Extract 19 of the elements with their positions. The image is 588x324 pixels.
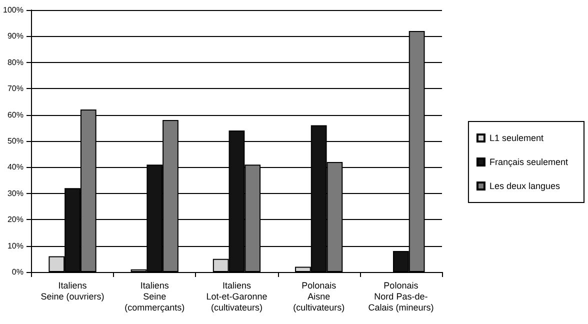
legend-label: Français seulement <box>489 157 568 167</box>
y-tick-label: 50% <box>7 136 24 146</box>
x-tick-label: Italiens Lot-et-Garonne (cultivateurs) <box>206 280 268 312</box>
y-tick-label: 80% <box>7 58 24 67</box>
y-tick-label: 20% <box>7 215 24 224</box>
x-tick-label: Polonais Nord Pas-de- Calais (mineurs) <box>368 280 434 312</box>
x-tick-label: Italiens Seine (ouvriers) <box>40 280 104 302</box>
y-tick-label: 90% <box>7 32 24 41</box>
y-tick-label: 10% <box>7 241 24 250</box>
x-tick-label: Polonais Aisne (cultivateurs) <box>293 280 345 312</box>
y-tick-label: 30% <box>7 188 24 198</box>
y-tick-label: 70% <box>7 84 24 94</box>
y-tick-label: 100% <box>2 6 24 14</box>
y-tick-label: 60% <box>7 110 24 120</box>
legend-label: Les deux langues <box>489 181 561 191</box>
legend-label: L1 seulement <box>489 133 544 143</box>
x-tick-label: Italiens Seine (commerçants) <box>124 280 185 312</box>
y-tick-label: 40% <box>7 162 24 172</box>
y-tick-label: 0% <box>12 268 24 276</box>
